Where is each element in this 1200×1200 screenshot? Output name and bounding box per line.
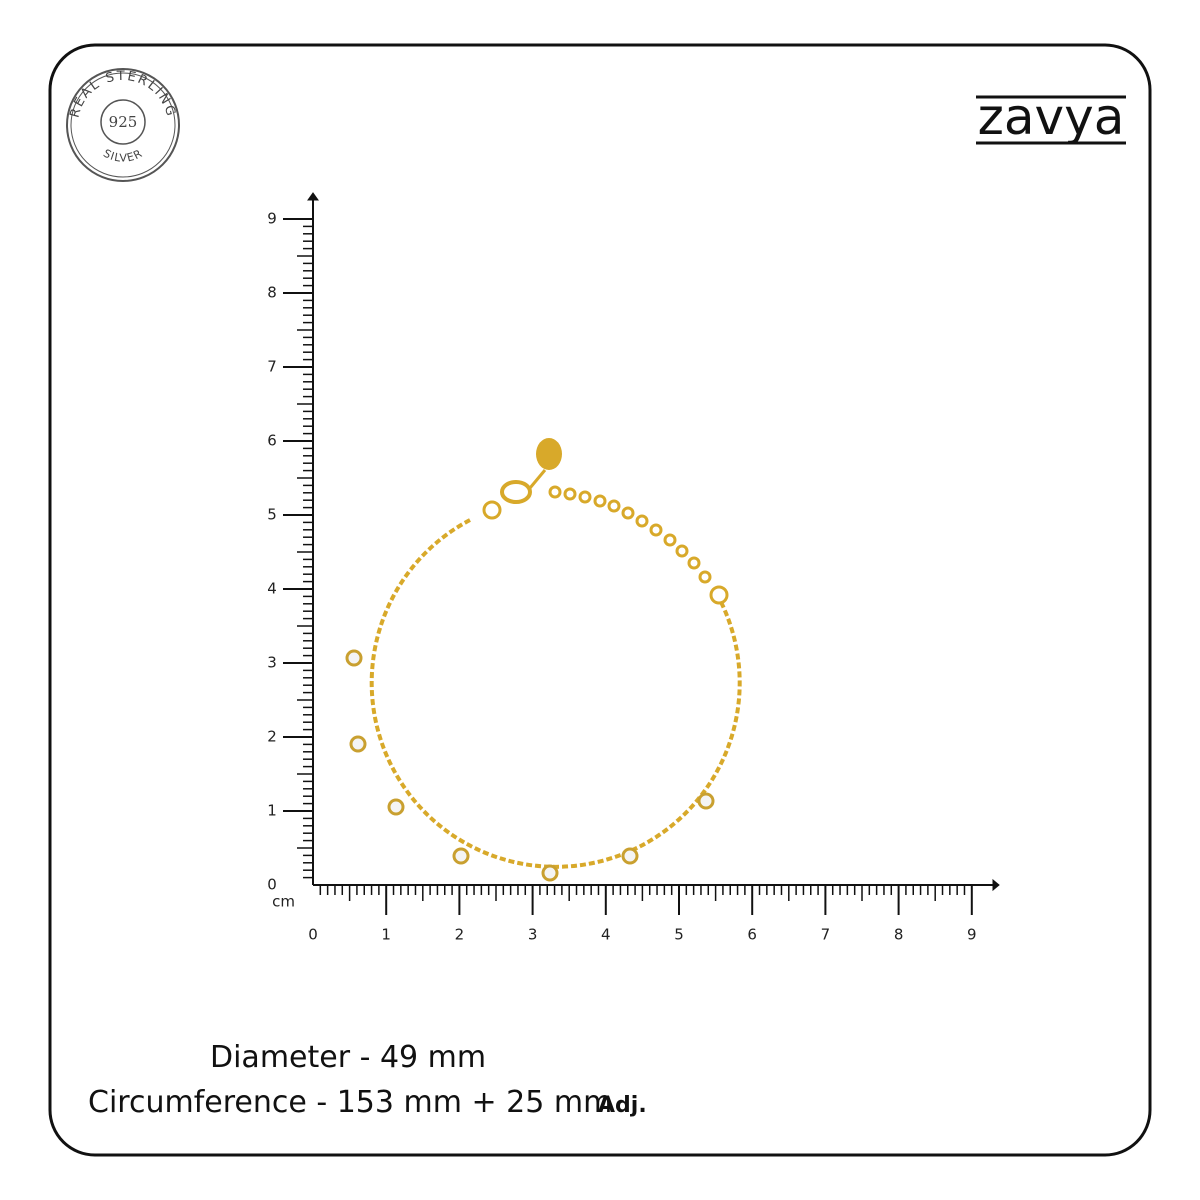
x-tick-label: 6 <box>747 926 757 944</box>
x-tick-label: 1 <box>381 926 391 944</box>
adjustable-text: Adj. <box>598 1093 647 1118</box>
x-tick-label: 8 <box>894 926 904 944</box>
brand-name: zavya <box>978 88 1125 146</box>
x-tick-label: 4 <box>601 926 611 944</box>
brand-logo: zavya <box>976 88 1126 146</box>
ruler <box>283 192 1000 915</box>
y-tick-label: 2 <box>267 728 277 746</box>
y-tick-label: 9 <box>267 210 277 228</box>
badge-bottom-text: SILVER <box>101 147 145 165</box>
x-tick-label: 2 <box>455 926 465 944</box>
badge-bottom-path: SILVER <box>101 147 144 165</box>
x-tick-label: 9 <box>967 926 977 944</box>
y-tick-label: 5 <box>267 506 277 524</box>
badge-center: 925 <box>109 113 138 131</box>
x-tick-label: 7 <box>821 926 831 944</box>
frame <box>48 43 1152 1157</box>
circumference-text: Circumference - 153 mm + 25 mm <box>88 1085 612 1120</box>
y-tick-label: 0 <box>267 876 277 894</box>
diameter-text: Diameter - 49 mm <box>210 1040 486 1075</box>
y-tick-label: 8 <box>267 284 277 302</box>
y-tick-label: 6 <box>267 432 277 450</box>
unit-label: cm <box>272 893 295 911</box>
y-tick-label: 3 <box>267 654 277 672</box>
x-tick-label: 0 <box>308 926 318 944</box>
y-tick-label: 7 <box>267 358 277 376</box>
x-tick-label: 3 <box>528 926 538 944</box>
bracelet <box>345 438 742 882</box>
y-tick-label: 1 <box>267 802 277 820</box>
y-tick-label: 4 <box>267 580 277 598</box>
x-tick-label: 5 <box>674 926 684 944</box>
